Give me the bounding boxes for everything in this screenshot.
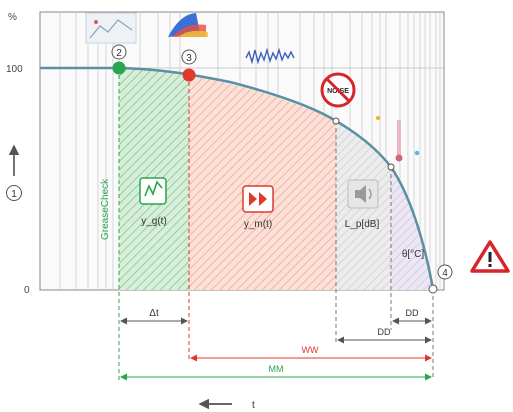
interval-dd-upper: DD [392, 308, 432, 325]
green-zone-label: y_g(t) [141, 216, 167, 227]
gray-zone-label: L_p[dB] [345, 219, 380, 230]
greasecheck-icon [139, 177, 167, 205]
svg-text:4: 4 [442, 268, 448, 279]
speaker-icon [347, 179, 379, 209]
svg-text:3: 3 [186, 53, 192, 64]
point-marker-2: 2 [111, 44, 127, 60]
svg-text:WW: WW [302, 345, 319, 355]
waveform-icon [245, 47, 295, 65]
y-unit-label: % [8, 12, 17, 23]
interval-dt: Δt [120, 308, 188, 325]
purple-zone [391, 167, 433, 290]
temp-point [387, 163, 395, 171]
svg-text:MM: MM [269, 364, 284, 374]
svg-text:DD: DD [378, 327, 391, 337]
red-point [182, 68, 196, 82]
end-point [428, 284, 438, 294]
warning-icon [470, 240, 510, 273]
interval-ww: WW [190, 345, 432, 362]
no-noise-icon: NOISE [320, 72, 356, 108]
red-zone-label: y_m(t) [244, 219, 272, 230]
interval-dd-lower: DD [337, 327, 432, 344]
svg-text:2: 2 [116, 48, 122, 59]
svg-text:1: 1 [11, 189, 17, 200]
thermometer-icon [376, 116, 420, 162]
temperature-zone-label: θ[°C] [402, 249, 425, 260]
noise-point [332, 117, 340, 125]
svg-text:Δt: Δt [149, 308, 159, 319]
red-zone [189, 74, 336, 290]
time-axis-indicator: t [198, 398, 255, 411]
svg-text:t: t [252, 400, 255, 411]
point-marker-4: 4 [437, 264, 453, 280]
y-zero-label: 0 [24, 285, 30, 296]
green-point [112, 61, 126, 75]
interval-mm: MM [120, 364, 432, 381]
point-marker-3: 3 [181, 49, 197, 65]
vibration-icon [242, 185, 274, 213]
chart-thumbnail-icon [85, 12, 137, 44]
svg-text:DD: DD [406, 308, 419, 318]
greasecheck-label: GreaseCheck [100, 178, 111, 240]
y-top-label: 100 [6, 64, 23, 75]
y-axis-indicator: 1 [6, 144, 22, 201]
dashed-markers [118, 68, 434, 380]
spectrum-thumbnail-icon [168, 13, 208, 37]
